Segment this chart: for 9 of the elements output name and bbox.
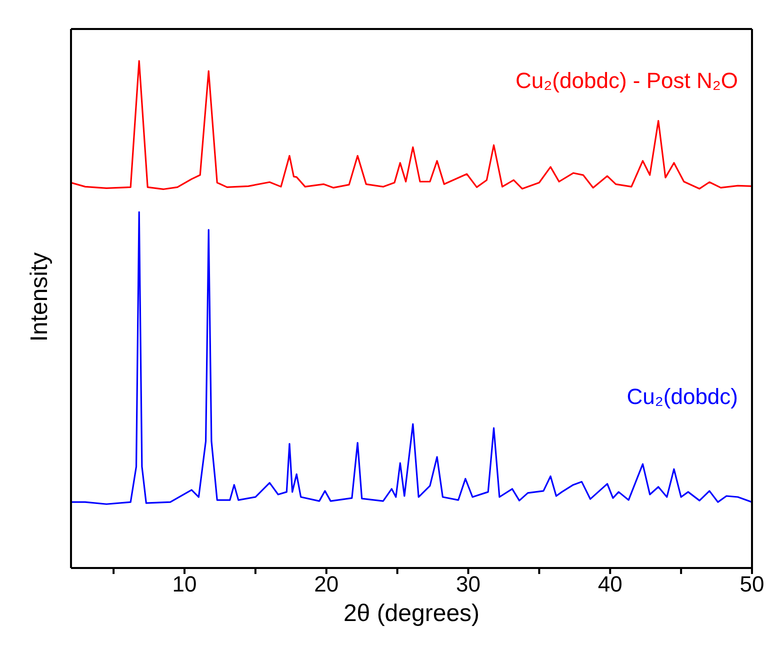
x-tick-label: 10 xyxy=(172,572,197,597)
text: Cu₂(dobdc) xyxy=(626,384,738,410)
y-axis-title: Intensity xyxy=(26,250,54,344)
x-tick-label: 40 xyxy=(598,572,622,597)
x-tick-label: 30 xyxy=(456,572,480,597)
x-axis-title: 2θ (degrees) xyxy=(342,600,481,628)
text: Cu₂(dobdc) - Post N₂O xyxy=(516,68,738,94)
x-tick-label: 20 xyxy=(314,572,339,597)
x-tick-label: 50 xyxy=(740,572,764,597)
